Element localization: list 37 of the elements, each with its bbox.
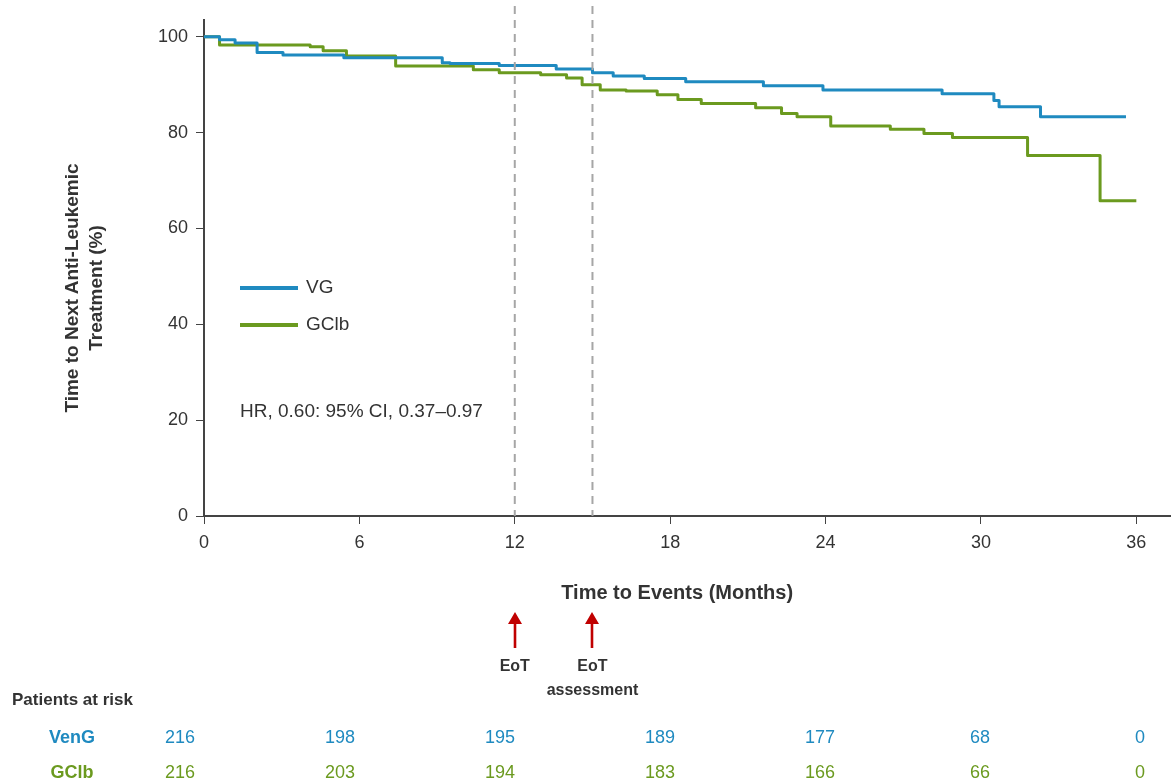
text: 189	[644, 726, 676, 747]
legend-label: VG	[306, 276, 334, 298]
x-tick-label: 36	[1126, 531, 1147, 552]
text: Patients at risk	[12, 689, 134, 709]
y-tick-label: 100	[157, 25, 188, 46]
text: GClb	[50, 761, 94, 782]
x-tick-label: 24	[815, 531, 836, 552]
y-tick-label: 80	[167, 121, 188, 142]
x-axis-title: Time to Events (Months)	[561, 580, 794, 603]
y-tick-label: 0	[177, 504, 188, 525]
text: 198	[324, 726, 356, 747]
annotation: HR, 0.60: 95% CI, 0.37–0.97	[240, 400, 483, 422]
legend-label: GClb	[306, 313, 350, 335]
text: 183	[644, 761, 676, 782]
y-tick-label: 40	[167, 313, 188, 334]
text: 216	[164, 761, 196, 782]
y-tick-label: 20	[167, 409, 188, 430]
x-tick-label: 30	[970, 531, 991, 552]
x-tick-label: 18	[660, 531, 681, 552]
text: 0	[1134, 726, 1146, 747]
y-tick-label: 60	[167, 217, 188, 238]
text: 166	[804, 761, 836, 782]
text: 195	[484, 726, 516, 747]
x-tick-label: 12	[504, 531, 525, 552]
text: 0	[1134, 761, 1146, 782]
text: 66	[969, 761, 991, 782]
text: 177	[804, 726, 836, 747]
text: EoT	[499, 657, 531, 675]
text: 194	[484, 761, 516, 782]
y-axis-title: Time to Next Anti-Leukemic Treatment (%)	[61, 162, 107, 413]
x-tick-label: 0	[198, 531, 210, 552]
x-tick-label: 6	[354, 531, 365, 552]
text: 203	[324, 761, 356, 782]
text: 216	[164, 726, 196, 747]
text: VenG	[48, 726, 96, 747]
text: EoT assessment	[546, 657, 639, 699]
text: 68	[969, 726, 991, 747]
